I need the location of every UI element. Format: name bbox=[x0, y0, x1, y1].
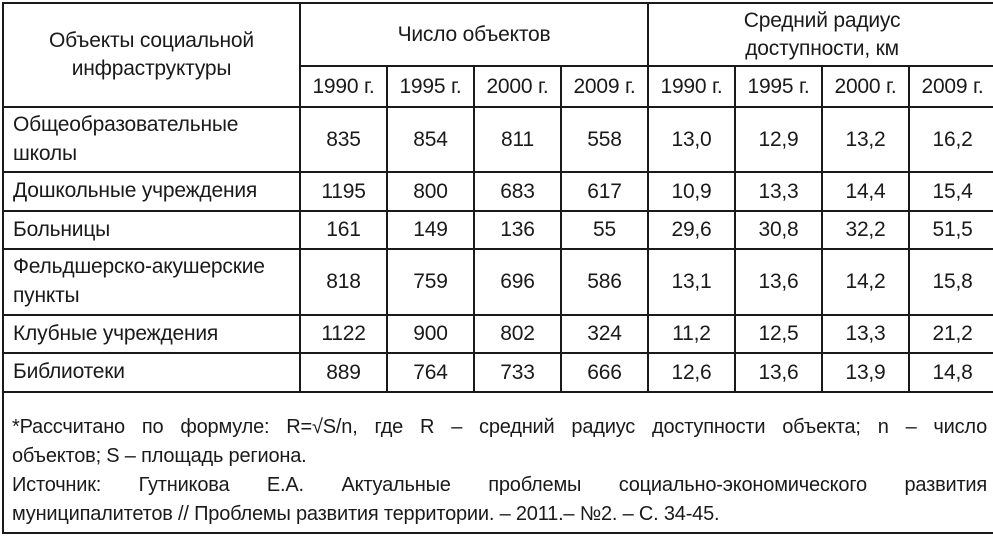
radius-cell: 13,2 bbox=[821, 106, 911, 173]
year-header-count-2009: 2009 г. bbox=[559, 65, 650, 108]
row-label: Больницы bbox=[2, 210, 301, 250]
year-header-radius-2009: 2009 г. bbox=[908, 65, 993, 108]
count-cell: 149 bbox=[386, 210, 475, 250]
count-cell: 900 bbox=[386, 314, 475, 354]
year-header-radius-1995: 1995 г. bbox=[734, 65, 824, 108]
radius-cell: 13,1 bbox=[647, 248, 737, 316]
count-cell: 683 bbox=[473, 171, 562, 212]
radius-cell: 21,2 bbox=[908, 314, 993, 354]
radius-cell: 13,6 bbox=[734, 248, 824, 316]
row-label: Клубные учреждения bbox=[2, 314, 301, 354]
radius-cell: 14,8 bbox=[908, 352, 993, 393]
table-row-libraries: Библиотеки 889 764 733 666 12,6 13,6 13,… bbox=[2, 352, 993, 393]
radius-cell: 32,2 bbox=[821, 210, 911, 250]
footnote-block: *Рассчитано по формуле: R=√S/n, где R – … bbox=[1, 391, 993, 534]
radius-cell: 13,3 bbox=[821, 314, 911, 354]
year-header-radius-2000: 2000 г. bbox=[821, 65, 911, 108]
count-cell: 818 bbox=[299, 248, 388, 316]
count-cell: 558 bbox=[559, 106, 650, 173]
count-cell: 324 bbox=[559, 314, 650, 354]
row-label: Общеобразовательные школы bbox=[2, 106, 301, 173]
formula-note-line: объектов; S – площадь региона. bbox=[12, 444, 307, 467]
radius-cell: 29,6 bbox=[647, 210, 737, 250]
radius-cell: 15,4 bbox=[908, 171, 993, 212]
radius-cell: 10,9 bbox=[647, 171, 737, 212]
header-objects: Объекты социальной инфраструктуры bbox=[2, 2, 301, 108]
count-cell: 696 bbox=[473, 248, 562, 316]
count-cell: 136 bbox=[473, 210, 562, 250]
radius-cell: 14,2 bbox=[821, 248, 911, 316]
radius-cell: 13,9 bbox=[821, 352, 911, 393]
count-cell: 1122 bbox=[299, 314, 388, 354]
radius-cell: 16,2 bbox=[908, 106, 993, 173]
row-label: Библиотеки bbox=[2, 352, 301, 393]
formula-note-line: *Рассчитано по формуле: R=√S/n, где R – … bbox=[12, 415, 988, 438]
count-cell: 889 bbox=[299, 352, 388, 393]
count-cell: 802 bbox=[473, 314, 562, 354]
table-row-schools: Общеобразовательные школы 835 854 811 55… bbox=[2, 106, 993, 173]
radius-cell: 13,0 bbox=[647, 106, 737, 173]
year-header-count-1995: 1995 г. bbox=[386, 65, 475, 108]
radius-cell: 12,9 bbox=[734, 106, 824, 173]
year-header-row: 1990 г. 1995 г. 2000 г. 2009 г. 1990 г. … bbox=[3, 65, 993, 108]
count-cell: 811 bbox=[473, 106, 562, 173]
table-row-clubs: Клубные учреждения 1122 900 802 324 11,2… bbox=[2, 314, 993, 354]
radius-cell: 11,2 bbox=[647, 314, 737, 354]
table-row-hospitals: Больницы 161 149 136 55 29,6 30,8 32,2 5… bbox=[2, 210, 993, 250]
radius-cell: 12,6 bbox=[647, 352, 737, 393]
count-cell: 764 bbox=[386, 352, 475, 393]
year-header-count-2000: 2000 г. bbox=[473, 65, 562, 108]
count-cell: 586 bbox=[559, 248, 650, 316]
radius-cell: 14,4 bbox=[821, 171, 911, 212]
table-row-paramedic-stations: Фельдшерско-акушерские пункты 818 759 69… bbox=[2, 248, 993, 316]
count-cell: 617 bbox=[559, 171, 650, 212]
radius-cell: 12,5 bbox=[734, 314, 824, 354]
row-label: Фельдшерско-акушерские пункты bbox=[2, 248, 301, 316]
count-cell: 666 bbox=[559, 352, 650, 393]
count-cell: 161 bbox=[299, 210, 388, 250]
count-cell: 835 bbox=[299, 106, 388, 173]
group-header-row: Объекты социальной инфраструктуры Число … bbox=[2, 2, 993, 108]
footnote-row: *Рассчитано по формуле: R=√S/n, где R – … bbox=[1, 391, 993, 534]
year-header-count-1990: 1990 г. bbox=[299, 65, 388, 108]
count-cell: 1195 bbox=[299, 171, 388, 212]
table-row-preschool: Дошкольные учреждения 1195 800 683 617 1… bbox=[2, 171, 993, 212]
radius-cell: 15,8 bbox=[908, 248, 993, 316]
group-header-radius: Средний радиус доступности, км bbox=[647, 2, 993, 67]
count-cell: 759 bbox=[386, 248, 475, 316]
radius-cell: 13,3 bbox=[734, 171, 824, 212]
count-cell: 733 bbox=[473, 352, 562, 393]
radius-cell: 13,6 bbox=[734, 352, 824, 393]
count-cell: 800 bbox=[386, 171, 475, 212]
radius-cell: 51,5 bbox=[908, 210, 993, 250]
group-header-count: Число объектов bbox=[298, 2, 650, 67]
source-note-line: Источник: Гутникова Е.А. Актуальные проб… bbox=[12, 473, 988, 496]
radius-cell: 30,8 bbox=[734, 210, 824, 250]
source-note-line: муниципалитетов // Проблемы развития тер… bbox=[12, 502, 720, 525]
row-label: Дошкольные учреждения bbox=[2, 171, 301, 212]
year-header-radius-1990: 1990 г. bbox=[647, 65, 737, 108]
count-cell: 55 bbox=[559, 210, 650, 250]
count-cell: 854 bbox=[386, 106, 475, 173]
